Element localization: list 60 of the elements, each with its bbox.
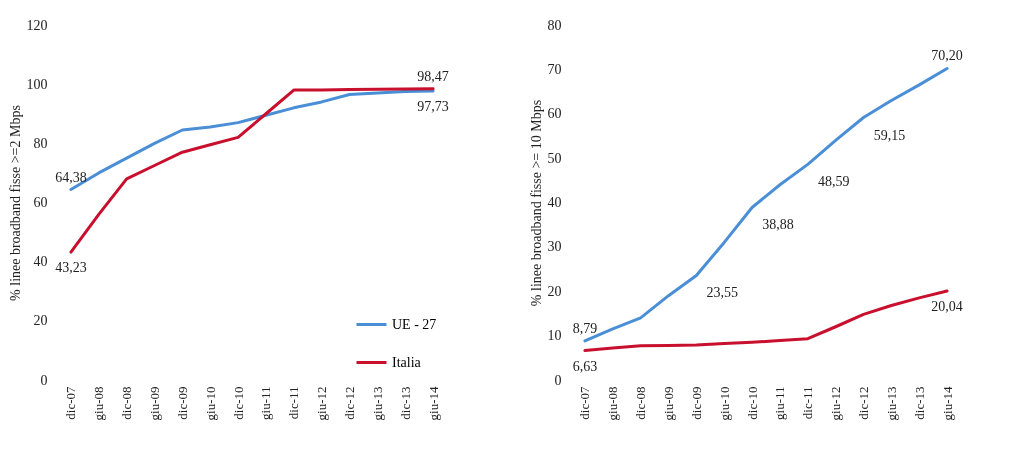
y-tick-label: 60 xyxy=(547,106,562,122)
y-tick-label: 100 xyxy=(26,76,48,92)
x-tick-label: giu-10 xyxy=(716,386,732,421)
x-tick-label: dic-08 xyxy=(119,386,135,420)
x-tick-label: giu-09 xyxy=(147,386,162,421)
x-tick-label: dic-13 xyxy=(397,386,413,420)
x-tick-label: dic-07 xyxy=(63,386,79,420)
x-tick-label: dic-10 xyxy=(230,386,246,420)
data-label: 48,59 xyxy=(818,174,850,190)
y-tick-label: 10 xyxy=(547,328,562,344)
data-label: 8,79 xyxy=(572,320,598,336)
data-label: 98,47 xyxy=(417,68,449,84)
data-label: 23,55 xyxy=(706,285,739,301)
y-tick-label: 40 xyxy=(547,195,562,210)
y-tick-label: 30 xyxy=(547,239,562,255)
x-tick-label: dic-08 xyxy=(633,386,649,420)
x-tick-label: dic-12 xyxy=(856,386,871,420)
x-tick-label: giu-13 xyxy=(369,386,385,421)
x-tick-label: dic-07 xyxy=(577,386,593,420)
y-tick-label: 80 xyxy=(33,135,48,151)
x-tick-label: giu-12 xyxy=(314,386,330,421)
x-tick-label: giu-14 xyxy=(425,386,441,421)
y-tick-label: 0 xyxy=(554,372,562,388)
y-tick-label: 80 xyxy=(547,17,562,33)
x-tick-label: giu-09 xyxy=(661,386,676,421)
x-tick-label: giu-13 xyxy=(883,386,899,421)
legend-label: UE - 27 xyxy=(392,316,437,332)
data-label: 97,73 xyxy=(417,98,449,114)
y-tick-label: 0 xyxy=(40,372,48,388)
data-label: 70,20 xyxy=(931,48,963,64)
y-axis-title: % linee broadband fisse >=2 Mbps xyxy=(7,105,23,301)
legend-label: Italia xyxy=(392,354,422,370)
data-label: 38,88 xyxy=(762,217,794,233)
data-label: 20,04 xyxy=(931,299,963,315)
data-label: 59,15 xyxy=(873,127,906,143)
y-tick-label: 20 xyxy=(547,283,562,299)
y-tick-label: 40 xyxy=(33,254,48,270)
x-tick-label: dic-11 xyxy=(800,386,816,420)
y-tick-label: 120 xyxy=(26,17,48,33)
x-tick-label: giu-11 xyxy=(772,386,788,420)
y-tick-label: 60 xyxy=(33,195,48,210)
data-label: 43,23 xyxy=(55,260,87,276)
x-tick-label: dic-11 xyxy=(286,386,302,420)
x-tick-label: giu-12 xyxy=(828,386,844,421)
x-tick-label: dic-13 xyxy=(911,386,927,420)
x-tick-label: dic-10 xyxy=(744,386,760,420)
x-tick-label: giu-10 xyxy=(202,386,218,421)
x-tick-label: dic-12 xyxy=(342,386,357,420)
x-tick-label: giu-14 xyxy=(939,386,955,421)
y-tick-label: 50 xyxy=(547,150,562,166)
x-tick-label: giu-08 xyxy=(605,386,621,421)
x-tick-label: dic-09 xyxy=(688,386,704,420)
y-axis-title: % linee broadband fisse >= 10 Mbps xyxy=(528,99,544,307)
y-tick-label: 70 xyxy=(547,61,562,77)
data-label: 6,63 xyxy=(572,358,598,374)
x-tick-label: giu-11 xyxy=(258,386,274,420)
x-tick-label: giu-08 xyxy=(91,386,107,421)
data-label: 64,38 xyxy=(55,169,87,185)
y-tick-label: 20 xyxy=(33,313,48,329)
x-tick-label: dic-09 xyxy=(174,386,190,420)
